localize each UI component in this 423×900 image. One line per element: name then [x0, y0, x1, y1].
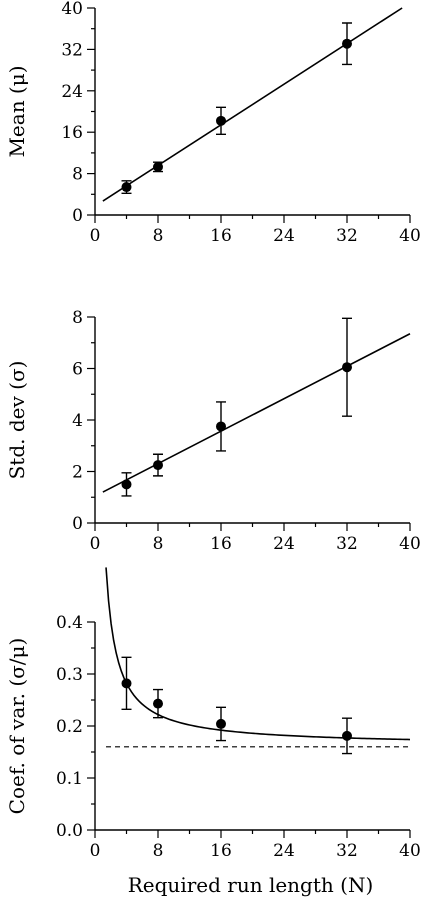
- data-point: [153, 161, 163, 172]
- y-axis-title: Std. dev (σ): [5, 361, 29, 480]
- y-tick-label: 0.4: [56, 613, 83, 633]
- y-tick-label: 40: [61, 0, 83, 19]
- data-point: [153, 460, 163, 471]
- fit-line: [102, 333, 411, 493]
- y-axis-title: Mean (μ): [5, 65, 29, 157]
- y-tick-label: 16: [61, 123, 83, 143]
- x-tick-label: 8: [153, 226, 164, 246]
- x-tick-label: 32: [336, 226, 358, 246]
- y-tick-label: 0: [72, 514, 83, 534]
- x-axis-title: Required run length (N): [128, 873, 374, 897]
- fit-line: [102, 7, 403, 202]
- data-point: [342, 730, 352, 741]
- data-point: [216, 718, 226, 729]
- data-point: [121, 678, 132, 689]
- x-tick-label: 40: [399, 841, 421, 861]
- x-tick-label: 8: [153, 534, 164, 554]
- y-tick-label: 8: [72, 308, 83, 328]
- x-tick-label: 16: [210, 841, 232, 861]
- panel-mean: 0 8 16 24 32 40 0 8 16 24 32 40 Mean (μ): [5, 0, 421, 246]
- x-tick-label: 32: [336, 534, 358, 554]
- y-tick-label: 2: [72, 463, 83, 483]
- data-point: [216, 115, 226, 126]
- data-point: [342, 38, 352, 49]
- y-tick-label: 4: [72, 411, 83, 431]
- x-tick-label: 0: [90, 226, 101, 246]
- x-tick-label: 8: [153, 841, 164, 861]
- y-tick-label: 32: [61, 40, 83, 60]
- y-tick-label: 8: [72, 165, 83, 185]
- y-tick-label: 0.3: [56, 665, 83, 685]
- x-tick-label: 0: [90, 841, 101, 861]
- y-axis-title: Coef. of var. (σ/μ): [5, 638, 29, 815]
- x-tick-label: 32: [336, 841, 358, 861]
- x-tick-label: 40: [399, 534, 421, 554]
- x-tick-label: 24: [273, 226, 295, 246]
- y-tick-label: 0.0: [56, 821, 83, 841]
- data-point: [153, 698, 163, 709]
- data-point: [121, 182, 132, 193]
- x-tick-label: 24: [273, 534, 295, 554]
- y-tick-label: 0: [72, 206, 83, 226]
- fit-curve: [105, 567, 411, 741]
- data-point: [121, 479, 132, 490]
- x-tick-label: 24: [273, 841, 295, 861]
- y-tick-label: 24: [61, 82, 83, 102]
- y-tick-label: 6: [72, 360, 83, 380]
- data-point: [342, 362, 352, 373]
- x-tick-label: 16: [210, 534, 232, 554]
- data-point: [216, 421, 226, 432]
- x-tick-label: 0: [90, 534, 101, 554]
- x-tick-label: 40: [399, 226, 421, 246]
- y-tick-label: 0.1: [56, 769, 83, 789]
- x-tick-label: 16: [210, 226, 232, 246]
- y-tick-label: 0.2: [56, 717, 83, 737]
- panel-coef-of-var: 0.0 0.1 0.2 0.3 0.4 0 8 16 24 32 40 Coef. of var. (…: [5, 567, 421, 897]
